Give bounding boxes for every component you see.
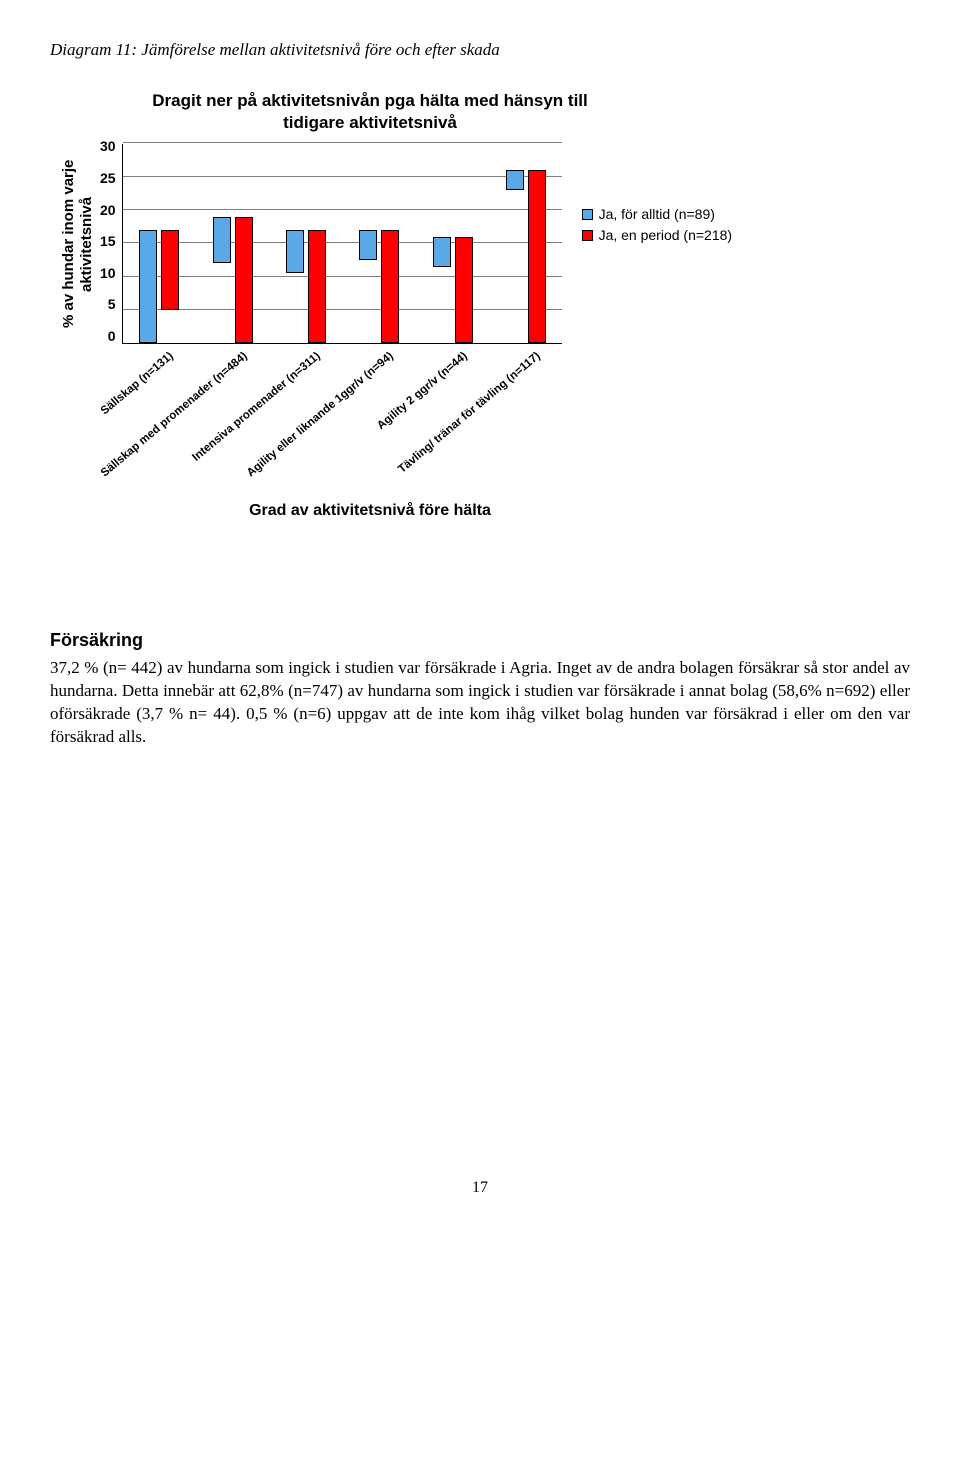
bar-series-1 [286, 230, 304, 273]
legend-swatch [582, 209, 593, 220]
bar-group [416, 237, 489, 344]
diagram-caption: Diagram 11: Jämförelse mellan aktivitets… [50, 40, 910, 60]
y-tick: 0 [108, 328, 116, 344]
x-axis-labels: Sällskap (n=131)Sällskap med promenader … [122, 344, 562, 494]
bar-group [343, 230, 416, 343]
bar-series-1 [213, 217, 231, 264]
bar-series-2 [235, 217, 253, 344]
bar-group [269, 230, 342, 343]
bar-series-2 [161, 230, 179, 310]
bar-series-2 [455, 237, 473, 344]
bar-series-1 [433, 237, 451, 267]
y-axis-ticks: 30 25 20 15 10 5 0 [100, 138, 122, 344]
bar-series-2 [308, 230, 326, 343]
page-number: 17 [50, 1179, 910, 1197]
legend-item: Ja, en period (n=218) [582, 225, 732, 246]
y-tick: 25 [100, 170, 116, 186]
legend-item: Ja, för alltid (n=89) [582, 204, 732, 225]
x-axis-title: Grad av aktivitetsnivå före hälta [150, 502, 590, 520]
y-axis-label: % av hundar inom varje aktivitetsnivå [60, 144, 96, 344]
chart-container: Dragit ner på aktivitetsnivån pga hälta … [60, 90, 910, 520]
y-tick: 20 [100, 202, 116, 218]
bar-group [196, 217, 269, 344]
bar-series-1 [506, 170, 524, 190]
bar-series-1 [139, 230, 157, 343]
legend-swatch [582, 230, 593, 241]
section-heading: Försäkring [50, 630, 910, 651]
bar-group [123, 230, 196, 343]
body-paragraph: 37,2 % (n= 442) av hundarna som ingick i… [50, 657, 910, 749]
legend-label: Ja, för alltid (n=89) [599, 204, 715, 225]
bar-series-2 [528, 170, 546, 343]
gridline [123, 142, 562, 143]
bar-group [489, 170, 562, 343]
y-tick: 5 [108, 296, 116, 312]
chart-legend: Ja, för alltid (n=89)Ja, en period (n=21… [582, 204, 732, 246]
bar-series-2 [381, 230, 399, 343]
chart-title: Dragit ner på aktivitetsnivån pga hälta … [150, 90, 590, 134]
y-tick: 10 [100, 265, 116, 281]
y-tick: 30 [100, 138, 116, 154]
legend-label: Ja, en period (n=218) [599, 225, 732, 246]
bar-series-1 [359, 230, 377, 260]
chart-plot [122, 144, 562, 344]
y-tick: 15 [100, 233, 116, 249]
